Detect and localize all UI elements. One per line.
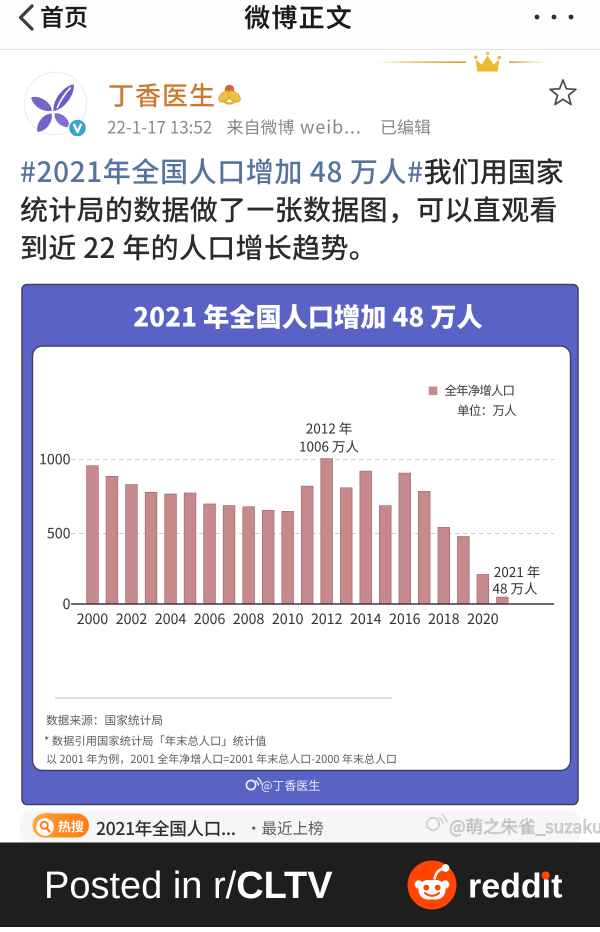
svg-text:Posted in r/CLTV: Posted in r/CLTV [44, 865, 333, 907]
